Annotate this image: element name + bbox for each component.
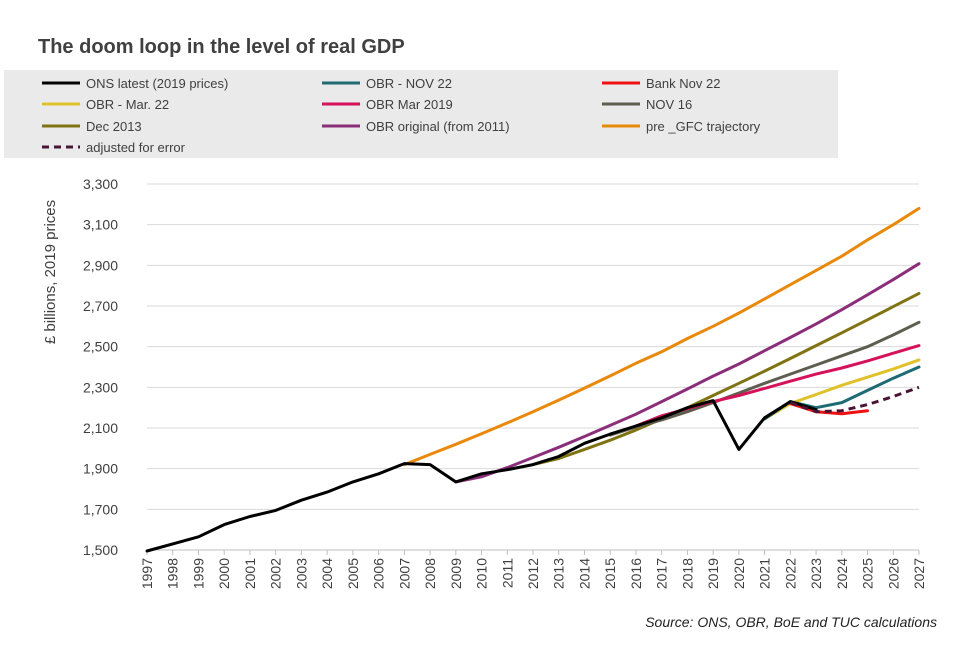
x-tick-label: 2000 (216, 558, 232, 589)
x-tick-label: 2010 (474, 558, 490, 589)
series-line-0 (402, 206, 921, 467)
y-tick-label: 2,300 (83, 379, 118, 395)
legend: ONS latest (2019 prices) OBR - NOV 22 Bank… (42, 76, 761, 155)
legend-label: OBR original (from 2011) (366, 119, 510, 134)
x-tick-label: 2022 (782, 558, 798, 589)
x-tick-label: 2006 (371, 558, 387, 589)
x-tick-label: 2017 (654, 558, 670, 589)
legend-label: ONS latest (2019 prices) (86, 76, 228, 91)
x-tick-label: 2020 (731, 558, 747, 589)
series-line-9 (789, 385, 920, 414)
x-tick-label: 2024 (834, 558, 850, 589)
gridlines (147, 183, 919, 551)
legend-label: OBR - NOV 22 (366, 76, 452, 91)
legend-label: OBR - Mar. 22 (86, 97, 169, 112)
x-tick-label: 2026 (885, 558, 901, 589)
y-tick-label: 2,900 (83, 257, 118, 273)
y-tick-label: 1,900 (83, 461, 118, 477)
legend-background (4, 70, 838, 158)
y-tick-label: 2,100 (83, 420, 118, 436)
x-tick-label: 2001 (242, 558, 258, 589)
x-tick-label: 2027 (911, 558, 927, 589)
series-line-1 (454, 262, 921, 484)
x-tick-label: 1997 (139, 558, 155, 589)
x-tick-label: 2009 (448, 558, 464, 589)
x-tick-label: 2023 (808, 558, 824, 589)
x-tick-label: 2008 (422, 558, 438, 589)
x-tick-label: 2002 (268, 558, 284, 589)
source-note: Source: ONS, OBR, BoE and TUC calculatio… (645, 614, 937, 630)
legend-label: pre _GFC trajectory (646, 119, 761, 134)
x-tick-label: 2011 (499, 558, 515, 588)
x-tick-label: 2003 (293, 558, 309, 589)
y-tick-label: 1,700 (83, 501, 118, 517)
x-tick-label: 2025 (860, 558, 876, 589)
y-tick-label: 1,500 (83, 542, 118, 558)
y-axis-ticks: 1,500 1,700 1,900 2,100 2,300 2,500 2,700 2,900… (83, 176, 118, 558)
x-axis-ticks: 1997 1998 1999 2000 2001 2002 2003 2004 2005 2006… (139, 550, 927, 589)
series-lines (145, 206, 921, 553)
x-tick-label: 2004 (319, 558, 335, 589)
series-line-2 (531, 291, 921, 467)
series-line-3 (608, 320, 921, 437)
x-tick-label: 2021 (757, 558, 773, 589)
x-tick-label: 2007 (396, 558, 412, 589)
legend-label: OBR Mar 2019 (366, 97, 453, 112)
x-tick-label: 2019 (705, 558, 721, 589)
x-tick-label: 2012 (525, 558, 541, 589)
x-tick-label: 2018 (679, 558, 695, 589)
chart-title: The doom loop in the level of real GDP (38, 36, 405, 58)
x-tick-label: 1999 (190, 558, 206, 589)
legend-label: Bank Nov 22 (646, 76, 720, 91)
y-axis-label: £ billions, 2019 prices (42, 200, 59, 344)
x-tick-label: 2016 (628, 558, 644, 589)
legend-label: adjusted for error (86, 140, 186, 155)
y-tick-label: 2,500 (83, 339, 118, 355)
legend-label: Dec 2013 (86, 119, 142, 134)
x-tick-label: 2013 (551, 558, 567, 589)
x-tick-label: 2005 (345, 558, 361, 589)
x-tick-label: 2015 (602, 558, 618, 589)
series-line-8 (145, 399, 818, 553)
x-tick-label: 1998 (165, 558, 181, 589)
x-tick-label: 2014 (576, 558, 592, 589)
y-tick-label: 2,700 (83, 298, 118, 314)
legend-label: NOV 16 (646, 97, 692, 112)
y-tick-label: 3,300 (83, 176, 118, 192)
y-tick-label: 3,100 (83, 217, 118, 233)
